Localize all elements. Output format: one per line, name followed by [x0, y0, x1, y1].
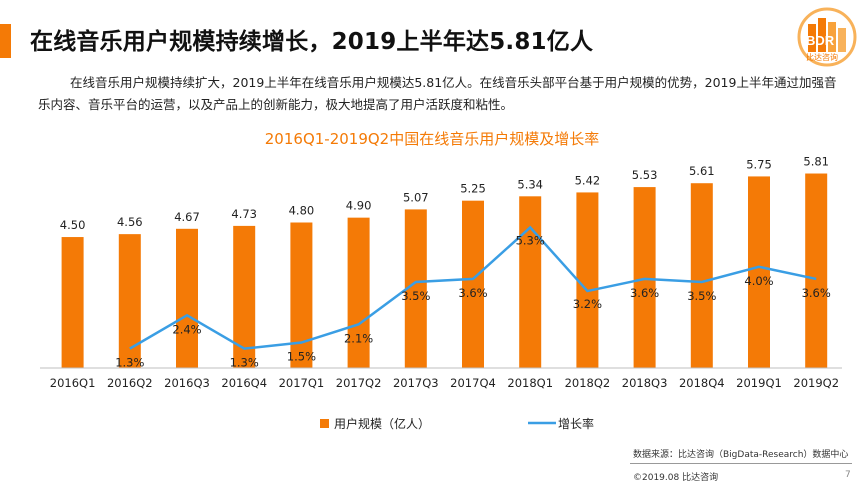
growth-rate-label: 2.1% — [344, 331, 373, 345]
x-tick-label: 2016Q2 — [107, 376, 153, 390]
legend-line-label: 增长率 — [558, 416, 594, 431]
growth-rate-label: 5.3% — [516, 233, 545, 247]
bar-value-labels: 4.50 4.56 4.67 4.73 4.80 4.90 5.07 5.25 5.34 5.42… — [60, 155, 829, 233]
x-tick-label: 2016Q1 — [50, 376, 96, 390]
logo-subtitle: 比达咨询 — [806, 53, 838, 62]
growth-rate-label: 3.2% — [573, 297, 602, 311]
x-tick-label: 2017Q4 — [450, 376, 496, 390]
bar-value-label: 4.67 — [174, 210, 200, 224]
data-source: 数据来源：比达咨询（BigData-Research）数据中心 — [633, 450, 849, 460]
bar-value-label: 5.42 — [575, 173, 601, 187]
bar-value-label: 4.56 — [117, 215, 143, 229]
x-tick-label: 2018Q4 — [679, 376, 725, 390]
bar-value-label: 4.80 — [289, 204, 315, 218]
legend: 用户规模（亿人） 增长率 — [320, 416, 594, 431]
bar-value-label: 5.07 — [403, 190, 429, 204]
bar — [61, 237, 84, 368]
bdr-logo-icon — [797, 7, 857, 67]
bar — [748, 176, 770, 368]
x-tick-label: 2019Q2 — [793, 376, 839, 390]
bar-value-label: 5.61 — [689, 164, 715, 178]
bar — [576, 192, 599, 368]
bar-value-label: 5.25 — [460, 182, 486, 196]
growth-rate-label: 3.6% — [458, 286, 487, 300]
bar — [347, 217, 370, 368]
bar — [118, 234, 141, 368]
bar-value-label: 4.50 — [60, 218, 86, 232]
bar-value-label: 4.90 — [346, 199, 372, 213]
bar — [690, 183, 713, 368]
x-tick-label: 2017Q1 — [279, 376, 325, 390]
bar — [404, 209, 427, 368]
bar — [462, 200, 484, 368]
footer-divider — [630, 463, 852, 464]
growth-rate-label: 1.5% — [287, 350, 316, 364]
bar-value-label: 4.73 — [231, 207, 257, 221]
growth-rate-label: 1.3% — [115, 356, 144, 370]
copyright: ©2019.08 比达咨询 — [633, 473, 719, 483]
bar-value-label: 5.53 — [632, 168, 658, 182]
bar-value-label: 5.81 — [803, 155, 829, 169]
intro-paragraph: 在线音乐用户规模持续扩大，2019上半年在线音乐用户规模达5.81亿人。在线音乐… — [38, 75, 837, 112]
x-tick-label: 2018Q1 — [507, 376, 553, 390]
legend-bar-label: 用户规模（亿人） — [334, 416, 430, 431]
page-number: 7 — [845, 470, 851, 480]
chart-title: 2016Q1-2019Q2中国在线音乐用户规模及增长率 — [264, 130, 600, 148]
growth-rate-label: 3.6% — [630, 286, 659, 300]
growth-rate-line — [129, 225, 817, 350]
bar-series — [61, 173, 828, 368]
page-title: 在线音乐用户规模持续增长，2019上半年达5.81亿人 — [30, 29, 594, 55]
x-tick-label: 2018Q3 — [622, 376, 668, 390]
growth-rate-label: 3.5% — [401, 289, 430, 303]
logo-text: BDR — [806, 33, 835, 48]
growth-rate-label: 4.0% — [744, 274, 773, 288]
x-tick-label: 2017Q2 — [336, 376, 382, 390]
legend-bar-swatch — [320, 419, 329, 428]
bar — [176, 228, 198, 368]
bar — [633, 187, 656, 368]
x-tick-label: 2018Q2 — [565, 376, 611, 390]
bar — [805, 173, 828, 368]
growth-rate-label: 1.3% — [230, 356, 259, 370]
x-tick-label: 2016Q4 — [221, 376, 267, 390]
x-tick-label: 2017Q3 — [393, 376, 439, 390]
bar — [519, 196, 542, 368]
growth-rate-label: 3.5% — [687, 289, 716, 303]
bar — [290, 222, 313, 368]
growth-rate-labels: 1.3% 2.4% 1.3% 1.5% 2.1% 3.5% 3.6% 5.3% 3.2% 3.6%… — [115, 233, 831, 369]
x-tick-labels: 2016Q1 2016Q2 2016Q3 2016Q4 2017Q1 2017Q2 2017… — [50, 376, 839, 390]
x-tick-label: 2016Q3 — [164, 376, 210, 390]
bar — [233, 225, 256, 368]
growth-rate-label: 2.4% — [172, 322, 201, 336]
title-accent-bar — [0, 24, 11, 58]
growth-rate-label: 3.6% — [802, 286, 831, 300]
bar-value-label: 5.34 — [517, 177, 543, 191]
x-tick-label: 2019Q1 — [736, 376, 782, 390]
bar-value-label: 5.75 — [746, 157, 772, 171]
